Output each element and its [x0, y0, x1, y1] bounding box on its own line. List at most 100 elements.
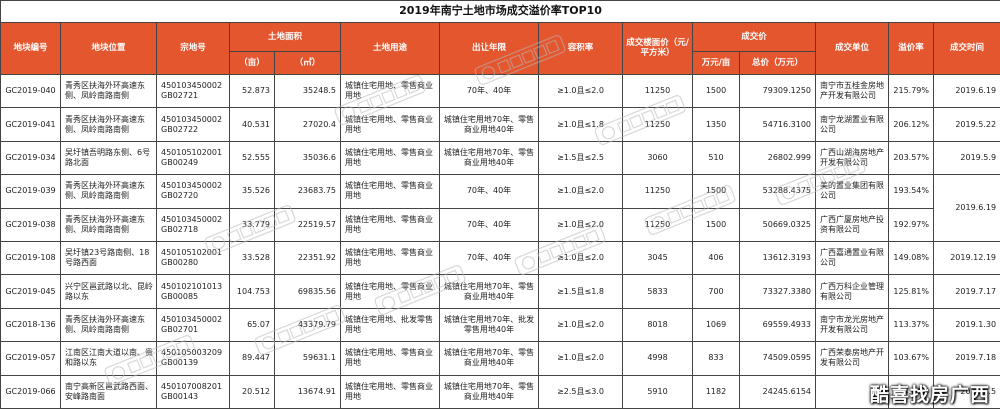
term-cell: 70年、40年 — [439, 207, 539, 243]
header-buyer: 成交单位 — [815, 21, 889, 76]
floor-area-ratio-cell: ≥1.0且≤2.0 — [538, 174, 623, 209]
total-price-cell: 54716.3100 — [739, 107, 816, 142]
header-floor-price: 成交楼面价（元/平方米） — [622, 21, 693, 76]
date-cell: 2019.7.17 — [932, 274, 1000, 309]
location-cell: 青秀区扶海外环高速东侧、凤岭南路南侧 — [60, 107, 157, 142]
area-mu-cell: 104.753 — [229, 274, 275, 309]
premium-rate-cell: 84.69% — [888, 374, 934, 409]
area-mu-cell: 40.531 — [229, 107, 275, 142]
total-price-cell: 50669.0325 — [739, 207, 816, 243]
parcel-id-cell: GC2019-066 — [0, 374, 61, 409]
buyer-cell: 广西万科企业管理有限公司 — [815, 274, 889, 309]
date-cell: 2019.1.30 — [932, 307, 1000, 343]
floor-price-cell: 11250 — [622, 74, 693, 109]
lot-number-cell: 450105102001GB00280 — [156, 241, 230, 276]
buyer-cell: 南宁龙湖置业有限公司 — [815, 107, 889, 142]
header-premium-rate: 溢价率 — [888, 21, 934, 76]
header-price-per-mu: 万元/亩 — [692, 51, 740, 76]
floor-area-ratio-cell: ≥1.0且≤2.0 — [538, 207, 623, 243]
usage-cell: 城镇住宅用地、零售商业用地 — [340, 107, 440, 142]
total-price-cell: 24245.6154 — [739, 374, 816, 409]
location-cell: 青秀区扶海外环高速东侧、凤岭南路南侧 — [60, 74, 157, 109]
parcel-id-cell: GC2018-136 — [0, 307, 61, 343]
area-mu-cell: 52.555 — [229, 140, 275, 176]
lot-number-cell: 450105102001GB00249 — [156, 140, 230, 176]
date-cell: 2019.5.22 — [932, 107, 1000, 142]
area-mu-cell: 20.512 — [229, 374, 275, 409]
usage-cell: 城镇住宅用地、零售商业用地 — [340, 207, 440, 243]
lot-number-cell: 450103450002GB02722 — [156, 107, 230, 142]
price-per-mu-cell: 1500 — [692, 74, 740, 109]
premium-rate-cell: 193.54% — [888, 174, 934, 209]
header-parcel-id: 地块编号 — [0, 21, 61, 76]
header-location: 地块位置 — [60, 21, 157, 76]
total-price-cell: 13612.3193 — [739, 241, 816, 276]
price-per-mu-cell: 1500 — [692, 174, 740, 209]
parcel-id-cell: GC2019-041 — [0, 107, 61, 142]
header-lot-number: 宗地号 — [156, 21, 230, 76]
area-m2-cell: 22351.92 — [274, 241, 341, 276]
total-price-cell: 74509.0595 — [739, 341, 816, 376]
buyer-cell: 广西广厦房地产投资有限公司 — [815, 207, 889, 243]
floor-area-ratio-cell: ≥1.0且≤1.8 — [538, 107, 623, 142]
term-cell: 城镇住宅用地70年、零售商业用地40年 — [439, 140, 539, 176]
lot-number-cell: 450105003209GB00139 — [156, 341, 230, 376]
floor-price-cell: 3060 — [622, 140, 693, 176]
price-per-mu-cell: 510 — [692, 140, 740, 176]
premium-rate-cell: 192.97% — [888, 207, 934, 243]
price-per-mu-cell: 406 — [692, 241, 740, 276]
floor-area-ratio-cell: ≥1.5且≤2.5 — [538, 140, 623, 176]
area-mu-cell: 65.07 — [229, 307, 275, 343]
premium-rate-cell: 206.12% — [888, 107, 934, 142]
term-cell: 城镇住宅用地70年、零售商业用地40年 — [439, 341, 539, 376]
parcel-id-cell: GC2019-034 — [0, 140, 61, 176]
floor-price-cell: 5910 — [622, 374, 693, 409]
date-cell: 2019.8.5 — [932, 374, 1000, 409]
date-cell: 2019.6.19 — [932, 174, 1000, 243]
usage-cell: 城镇住宅用地、零售商业用地 — [340, 341, 440, 376]
header-area-m2: （㎡） — [274, 51, 341, 76]
table-row: GC2019-057 江南区江南大道以南、贵和路以东 450105003209GB0… — [0, 341, 1000, 376]
floor-area-ratio-cell: ≥1.0且≤2.0 — [538, 307, 623, 343]
location-cell: 南宁高新区邕武路西面、安峰路南面 — [60, 374, 157, 409]
area-mu-cell: 33.779 — [229, 207, 275, 243]
table-row: GC2019-039 青秀区扶海外环高速东侧、凤岭南路南侧 450103450002… — [0, 174, 1000, 243]
header-land-area: 土地面积 — [229, 21, 341, 53]
area-mu-cell: 35.526 — [229, 174, 275, 209]
floor-area-ratio-cell: ≥1.0且≤2.0 — [538, 74, 623, 109]
header-land-usage: 土地用途 — [340, 21, 440, 76]
price-per-mu-cell: 1500 — [692, 207, 740, 243]
location-cell: 吴圩镇23号路南侧、18号路西面 — [60, 241, 157, 276]
term-cell: 城镇住宅用地70年、零售商业用地40年 — [439, 374, 539, 409]
table-row: GC2019-040 青秀区扶海外环高速东侧、凤岭南路南侧 450103450002… — [0, 74, 1000, 109]
area-m2-cell: 22519.57 — [274, 207, 341, 243]
buyer-cell: 南宁市龙光房地产开发有限公司 — [815, 307, 889, 343]
header-transaction-price: 成交价 — [692, 21, 816, 53]
usage-cell: 城镇住宅用地、零售商业用地 — [340, 274, 440, 309]
parcel-id-cell: GC2019-045 — [0, 274, 61, 309]
parcel-id-cell: GC2019-038 — [0, 207, 61, 243]
location-cell: 青秀区扶海外环高速东侧、凤岭南路南侧 — [60, 307, 157, 343]
header-transaction-date: 成交时间 — [932, 21, 1000, 76]
floor-price-cell: 11250 — [622, 207, 693, 243]
floor-area-ratio-cell: ≥1.0且≤2.0 — [538, 341, 623, 376]
table-title: 2019年南宁土地市场成交溢价率TOP10 — [0, 0, 1000, 23]
buyer-cell: 南宁市五桂金房地产开发有限公司 — [815, 74, 889, 109]
parcel-id-cell: GC2019-057 — [0, 341, 61, 376]
premium-rate-cell: 103.67% — [888, 341, 934, 376]
floor-price-cell: 3045 — [622, 241, 693, 276]
usage-cell: 城镇住宅用地、零售商业用地 — [340, 74, 440, 109]
date-cell: 2019.5.9 — [932, 140, 1000, 176]
total-price-cell: 53288.4375 — [739, 174, 816, 209]
header-total-price: 总价（万元） — [739, 51, 816, 76]
table-row: GC2019-041 青秀区扶海外环高速东侧、凤岭南路南侧 450103450002… — [0, 107, 1000, 142]
total-price-cell: 26802.999 — [739, 140, 816, 176]
buyer-cell: 美的置业集团有限公司 — [815, 174, 889, 209]
lot-number-cell: 450103450002GB02701 — [156, 307, 230, 343]
lot-number-cell: 450107008201GB00143 — [156, 374, 230, 409]
premium-rate-cell: 125.81% — [888, 274, 934, 309]
table-row: GC2019-108 吴圩镇23号路南侧、18号路西面 450105102001GB… — [0, 241, 1000, 276]
term-cell: 城镇住宅用地70年、零售商业用地40年 — [439, 107, 539, 142]
parcel-id-cell: GC2019-039 — [0, 174, 61, 209]
